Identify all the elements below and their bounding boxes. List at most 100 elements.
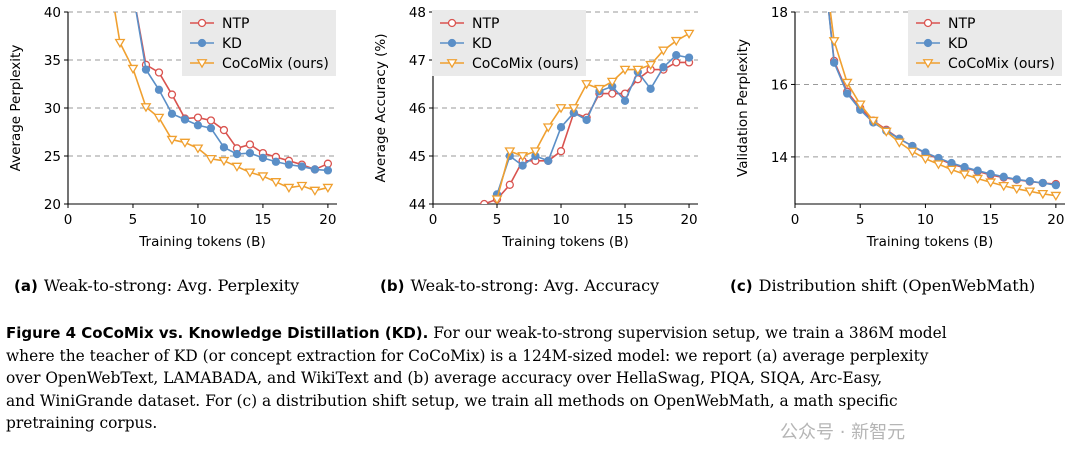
chart-a-series-1-point bbox=[271, 157, 281, 166]
chart-c-series-1-point bbox=[960, 162, 969, 172]
chart-b-series-0-point bbox=[608, 89, 617, 98]
chart-a-series-1-point bbox=[232, 149, 242, 159]
chart-b-series-2-point bbox=[619, 65, 631, 75]
chart-b-series-1-point bbox=[582, 115, 591, 125]
subcaption-a-label: (a) bbox=[14, 277, 38, 295]
chart-c-series-1-point bbox=[999, 172, 1008, 181]
chart-b-legend: NTP KD CoCoMix (ours) bbox=[432, 10, 586, 76]
chart-a-ytick-label: 35 bbox=[44, 53, 61, 69]
chart-b-series-1-point bbox=[646, 84, 655, 93]
chart-c-series-2-point bbox=[854, 100, 866, 110]
chart-b-series-2-point bbox=[670, 36, 682, 47]
chart-b-xtick-label: 5 bbox=[493, 212, 502, 228]
chart-a: 20 25 30 35 40 0 5 10 15 20 Training tokens (B) Ave… bbox=[8, 5, 337, 250]
chart-a-series-1-point bbox=[258, 153, 268, 163]
chart-b-xtick-label: 10 bbox=[552, 212, 569, 228]
chart-c-legend-swatch-marker bbox=[923, 18, 933, 28]
chart-a-legend: NTP KD CoCoMix (ours) bbox=[182, 10, 336, 76]
chart-b-series-0-point bbox=[505, 180, 514, 189]
chart-b-xtick-label: 0 bbox=[429, 212, 438, 228]
chart-a-series-2-point bbox=[270, 178, 282, 188]
chart-c-series-2-point bbox=[933, 160, 944, 170]
chart-a-series-2-point bbox=[244, 168, 256, 178]
chart-c-series-2-point bbox=[867, 116, 879, 127]
chart-c-series-1-point bbox=[1025, 177, 1034, 186]
chart-c-series-2-point bbox=[841, 78, 853, 89]
chart-b-series-2-point bbox=[606, 77, 618, 87]
chart-c-series-2-point bbox=[919, 154, 931, 165]
chart-b-x-axis-label: Training tokens (B) bbox=[501, 234, 628, 250]
chart-a-series-2-point bbox=[309, 186, 321, 196]
chart-c-xtick-label: 20 bbox=[1047, 212, 1064, 228]
chart-b-legend-swatch-marker bbox=[446, 59, 458, 69]
chart-b-y-axis-label: Average Accuracy (%) bbox=[373, 33, 389, 182]
caption-line-1: Figure 4 CoCoMix vs. Knowledge Distillat… bbox=[6, 322, 1080, 345]
chart-a-legend-swatch-marker bbox=[197, 38, 207, 48]
chart-c-series-2-point bbox=[1050, 191, 1062, 202]
subcaption-b: (b) Weak-to-strong: Avg. Accuracy bbox=[380, 276, 659, 295]
chart-b-legend-label: NTP bbox=[472, 16, 499, 32]
chart-c-series-2-point bbox=[972, 174, 984, 185]
chart-c-xtick-label: 0 bbox=[791, 212, 800, 228]
chart-b-series-2-point bbox=[581, 80, 593, 90]
chart-a-series-1-point bbox=[323, 166, 333, 175]
chart-a-series-2-point bbox=[257, 172, 269, 182]
chart-b-ytick-label: 45 bbox=[409, 149, 426, 165]
chart-b-ytick-label: 48 bbox=[409, 5, 426, 21]
chart-c-series-2-point bbox=[1024, 187, 1036, 197]
chart-b-series-1-point bbox=[659, 63, 668, 72]
chart-c-y-axis-label: Validation Perplexity bbox=[735, 39, 751, 177]
chart-c-legend-label: NTP bbox=[948, 16, 975, 32]
chart-b-series-1-point bbox=[518, 161, 527, 170]
chart-c-series-1-point bbox=[1051, 181, 1061, 190]
chart-a-xtick-label: 5 bbox=[129, 212, 138, 228]
chart-c-xtick-label: 5 bbox=[856, 212, 865, 228]
chart-a-series-2-point bbox=[179, 138, 191, 148]
chart-c-legend-label: CoCoMix (ours) bbox=[948, 56, 1055, 72]
chart-a-plot-area bbox=[114, 12, 334, 196]
chart-c-legend: NTP KD CoCoMix (ours) bbox=[908, 10, 1062, 76]
chart-b-series-2-point bbox=[504, 147, 516, 157]
chart-b-ytick-label: 47 bbox=[409, 53, 426, 69]
chart-c-series-1-point bbox=[829, 58, 839, 67]
chart-c-series-2-point bbox=[906, 147, 918, 157]
chart-a-xtick-label: 0 bbox=[64, 212, 73, 228]
watermark: 公众号 · 新智元 bbox=[780, 422, 906, 443]
chart-a-series-2-point bbox=[231, 162, 243, 172]
chart-b-series-0-point bbox=[672, 58, 681, 67]
chart-c-x-axis-label: Training tokens (B) bbox=[866, 234, 993, 250]
chart-a-series-1-point bbox=[167, 109, 177, 118]
chart-b-series-1-point bbox=[620, 96, 630, 105]
chart-a-series-0-point bbox=[245, 140, 255, 149]
chart-b-series-2-point bbox=[529, 147, 541, 157]
chart-c-ytick-label: 16 bbox=[771, 77, 788, 93]
chart-b-series-1-point bbox=[684, 53, 694, 62]
chart-b-legend-label: CoCoMix (ours) bbox=[472, 56, 579, 72]
chart-c-legend-label: KD bbox=[948, 36, 968, 52]
caption-line-2: where the teacher of KD (or concept extr… bbox=[6, 346, 929, 365]
chart-a-ytick-label: 30 bbox=[44, 101, 61, 117]
chart-b-legend-swatch-marker bbox=[447, 38, 457, 48]
caption-line-1-text: For our weak-to-strong supervision setup… bbox=[433, 324, 947, 342]
subcaption-a-text: Weak-to-strong: Avg. Perplexity bbox=[43, 276, 300, 295]
subcaption-c-label: (c) bbox=[730, 277, 753, 295]
chart-a-x-axis-label: Training tokens (B) bbox=[138, 234, 265, 250]
chart-c-series-2-point bbox=[959, 170, 971, 180]
chart-a-series-1-point bbox=[206, 124, 216, 133]
chart-a-legend-label: KD bbox=[222, 36, 242, 52]
chart-b-series-2-point bbox=[568, 104, 580, 114]
chart-a-series-2-point bbox=[114, 38, 126, 49]
chart-a-series-0-point bbox=[323, 159, 333, 168]
chart-c-series-2-point bbox=[893, 138, 905, 148]
subcaption-a: (a) Weak-to-strong: Avg. Perplexity bbox=[14, 276, 299, 295]
chart-b-series-2-point bbox=[542, 123, 554, 133]
chart-a-series-1-point bbox=[180, 115, 190, 124]
chart-a-legend-label: CoCoMix (ours) bbox=[222, 56, 329, 72]
chart-c-series-2-point bbox=[1037, 189, 1049, 200]
chart-a-series-1-point bbox=[219, 143, 229, 152]
chart-c-xtick-label: 15 bbox=[982, 212, 999, 228]
chart-c-series-1-point bbox=[947, 158, 956, 168]
chart-a-series-2-point bbox=[322, 183, 334, 194]
caption-line-3: over OpenWebText, LAMABADA, and WikiText… bbox=[6, 369, 883, 387]
chart-c-series-1-point bbox=[843, 89, 852, 98]
